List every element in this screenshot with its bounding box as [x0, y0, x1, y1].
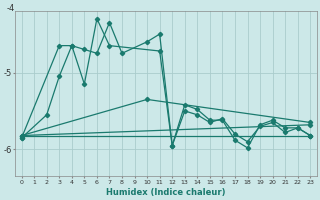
X-axis label: Humidex (Indice chaleur): Humidex (Indice chaleur)	[106, 188, 226, 197]
Text: -4: -4	[7, 4, 15, 13]
